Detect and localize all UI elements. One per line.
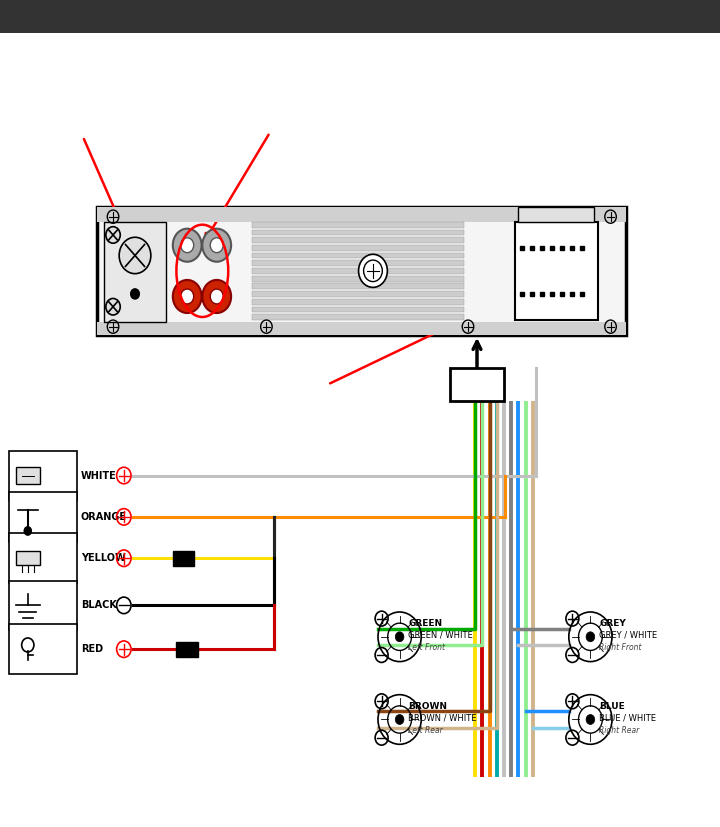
Bar	[9, 581, 77, 630]
Bar	[515, 222, 598, 320]
Text: GREEN / WHITE: GREEN / WHITE	[408, 631, 473, 639]
Bar	[16, 467, 40, 484]
Bar	[252, 284, 464, 289]
Circle shape	[120, 237, 151, 274]
Text: GREY / WHITE: GREY / WHITE	[599, 631, 657, 639]
Circle shape	[181, 238, 194, 253]
Circle shape	[395, 715, 404, 724]
Bar	[97, 322, 626, 335]
Circle shape	[173, 280, 202, 313]
Text: WHITE: WHITE	[81, 471, 117, 480]
Circle shape	[173, 229, 202, 261]
Bar	[252, 307, 464, 313]
Bar	[252, 268, 464, 274]
Bar	[252, 314, 464, 320]
Circle shape	[202, 229, 231, 261]
Text: GREY: GREY	[599, 619, 626, 628]
Text: BROWN: BROWN	[408, 702, 447, 710]
Circle shape	[24, 526, 32, 536]
Text: BLUE: BLUE	[599, 702, 625, 710]
Text: Left Front: Left Front	[408, 643, 445, 652]
Bar	[0, 0, 720, 33]
Circle shape	[586, 632, 595, 642]
Circle shape	[130, 288, 140, 299]
Circle shape	[181, 289, 194, 304]
Bar	[9, 492, 77, 542]
Bar	[252, 275, 464, 281]
Circle shape	[359, 255, 387, 287]
Text: Right Rear: Right Rear	[599, 726, 639, 734]
Bar	[252, 253, 464, 259]
Bar	[176, 642, 198, 657]
Text: RED: RED	[81, 644, 103, 654]
Circle shape	[106, 227, 120, 243]
Bar	[97, 207, 626, 335]
Bar	[252, 261, 464, 266]
Circle shape	[395, 632, 404, 642]
Circle shape	[210, 238, 223, 253]
Circle shape	[202, 280, 231, 313]
Bar	[9, 533, 77, 583]
Text: ORANGE: ORANGE	[81, 512, 127, 522]
Bar	[16, 551, 40, 566]
Bar	[9, 624, 77, 674]
Bar	[252, 222, 464, 227]
Text: BROWN / WHITE: BROWN / WHITE	[408, 714, 477, 722]
Bar	[252, 291, 464, 297]
Bar	[173, 551, 194, 566]
Text: GREEN: GREEN	[408, 619, 442, 628]
Bar	[450, 368, 504, 401]
Circle shape	[586, 715, 595, 724]
Text: BLUE / WHITE: BLUE / WHITE	[599, 714, 656, 722]
Text: BLACK: BLACK	[81, 600, 117, 610]
Text: Right Front: Right Front	[599, 643, 642, 652]
Circle shape	[106, 299, 120, 315]
Bar	[518, 207, 594, 222]
Bar	[252, 230, 464, 236]
Bar	[97, 207, 626, 222]
Circle shape	[210, 289, 223, 304]
Bar	[252, 245, 464, 251]
Bar	[9, 451, 77, 500]
Bar	[252, 299, 464, 304]
Bar	[104, 222, 166, 322]
Text: Left Rear: Left Rear	[408, 726, 443, 734]
Bar	[252, 237, 464, 243]
Text: YELLOW: YELLOW	[81, 553, 125, 563]
